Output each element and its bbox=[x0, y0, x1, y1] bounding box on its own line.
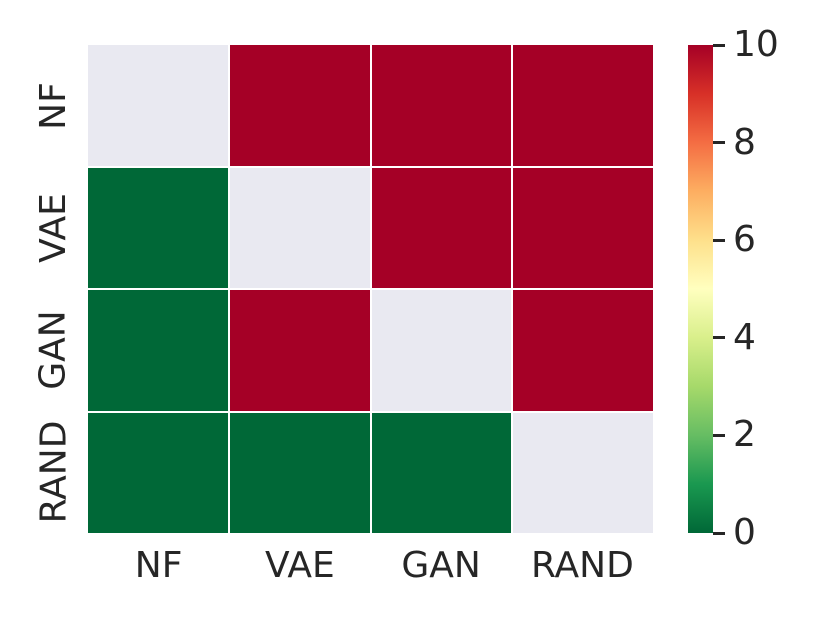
y-tick-label-text: GAN bbox=[32, 310, 74, 390]
heatmap-cell bbox=[229, 412, 370, 533]
heatmap-cell bbox=[88, 412, 228, 533]
heatmap-cell bbox=[371, 45, 512, 166]
heatmap-cell bbox=[88, 167, 228, 288]
heatmap-cell bbox=[513, 45, 653, 166]
heatmap-cell bbox=[88, 45, 228, 166]
y-tick-label-text: VAE bbox=[32, 193, 74, 263]
colorbar-tick-label: 8 bbox=[733, 121, 756, 163]
y-tick-label: VAE bbox=[10, 167, 98, 289]
heatmap-grid bbox=[88, 45, 653, 533]
heatmap-cell bbox=[229, 167, 370, 288]
colorbar-tick-mark bbox=[713, 531, 725, 535]
heatmap-cell bbox=[229, 45, 370, 166]
y-tick-label: NF bbox=[10, 45, 98, 167]
y-tick-label: RAND bbox=[10, 411, 98, 533]
colorbar-tick-label: 0 bbox=[733, 512, 756, 553]
colorbar-tick-mark bbox=[713, 141, 725, 145]
colorbar-ticks: 0 2 4 6 8 10 bbox=[713, 27, 823, 551]
colorbar-tick-label: 6 bbox=[733, 219, 756, 261]
colorbar-tick-mark bbox=[713, 336, 725, 340]
colorbar-tick-mark bbox=[713, 433, 725, 437]
colorbar-tick-label: 2 bbox=[733, 414, 756, 456]
y-tick-label-text: RAND bbox=[33, 420, 74, 524]
x-tick-label: NF bbox=[134, 545, 183, 586]
x-axis-tick-labels: NF VAE GAN RAND bbox=[88, 546, 653, 586]
heatmap-cell bbox=[88, 290, 228, 411]
colorbar bbox=[688, 45, 713, 533]
y-axis-tick-labels: NF VAE GAN RAND bbox=[10, 45, 98, 533]
y-tick-label: GAN bbox=[10, 289, 98, 411]
colorbar-tick-mark bbox=[713, 238, 725, 242]
colorbar-tick-label: 4 bbox=[733, 316, 756, 358]
heatmap-cell bbox=[371, 167, 512, 288]
heatmap-cell bbox=[513, 167, 653, 288]
x-tick-label: VAE bbox=[265, 545, 335, 586]
heatmap-cell bbox=[371, 412, 512, 533]
y-tick-label-text: NF bbox=[32, 82, 74, 130]
colorbar-tick-label: 10 bbox=[733, 24, 779, 65]
x-tick-label: RAND bbox=[530, 545, 634, 586]
heatmap-cell bbox=[513, 290, 653, 411]
colorbar-tick-mark bbox=[713, 43, 725, 47]
x-tick-label: GAN bbox=[401, 545, 481, 586]
heatmap-cell bbox=[371, 290, 512, 411]
heatmap-cell bbox=[229, 290, 370, 411]
heatmap-cell bbox=[513, 412, 653, 533]
